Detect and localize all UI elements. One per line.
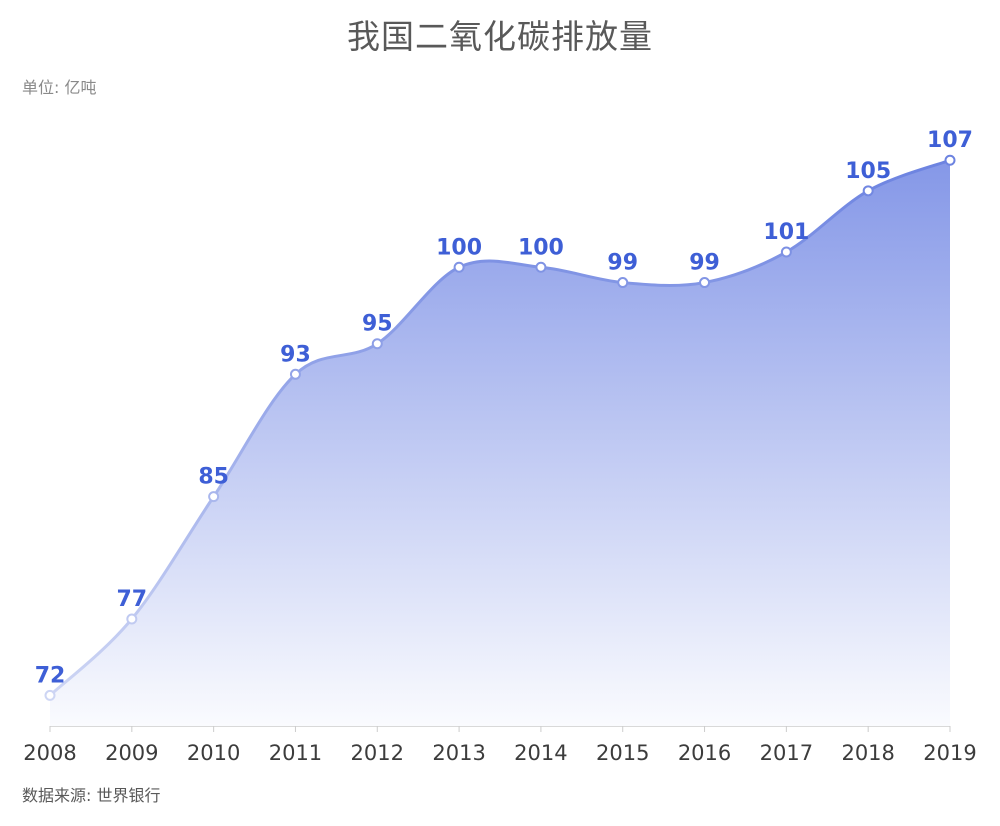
x-axis-label: 2013 [432,741,485,765]
x-axis-label: 2011 [269,741,322,765]
data-point-label: 105 [845,159,891,184]
data-point-label: 107 [927,128,973,153]
data-point-label: 95 [362,312,393,337]
data-point [862,185,874,197]
data-point-label: 99 [689,251,720,276]
x-axis-label: 2018 [841,741,894,765]
data-source-label: 数据来源: 世界银行 [22,786,161,805]
data-point-label: 100 [518,235,564,260]
x-axis-label: 2010 [187,741,240,765]
data-point [535,261,547,273]
x-axis-label: 2009 [105,741,158,765]
x-axis-label: 2008 [23,741,76,765]
data-point-label: 93 [280,342,311,367]
data-point [453,261,465,273]
data-point [289,368,301,380]
data-point [944,154,956,166]
data-point-label: 72 [35,663,66,688]
data-point [699,277,711,289]
unit-label: 单位: 亿吨 [22,78,97,97]
data-point [208,491,220,503]
data-point-label: 100 [436,235,482,260]
data-point [780,246,792,258]
x-axis-label: 2015 [596,741,649,765]
x-axis-label: 2012 [351,741,404,765]
data-point-label: 99 [607,251,638,276]
data-point [371,338,383,350]
x-axis-label: 2014 [514,741,567,765]
area-fill [50,160,950,727]
x-axis-label: 2019 [923,741,976,765]
chart-title: 我国二氧化碳排放量 [347,17,653,56]
data-point [126,613,138,625]
data-point-label: 77 [117,587,148,612]
data-point [44,689,56,701]
x-axis-label: 2016 [678,741,731,765]
data-point [617,277,629,289]
x-axis-label: 2017 [760,741,813,765]
data-point-label: 101 [763,220,809,245]
data-point-label: 85 [198,465,229,490]
